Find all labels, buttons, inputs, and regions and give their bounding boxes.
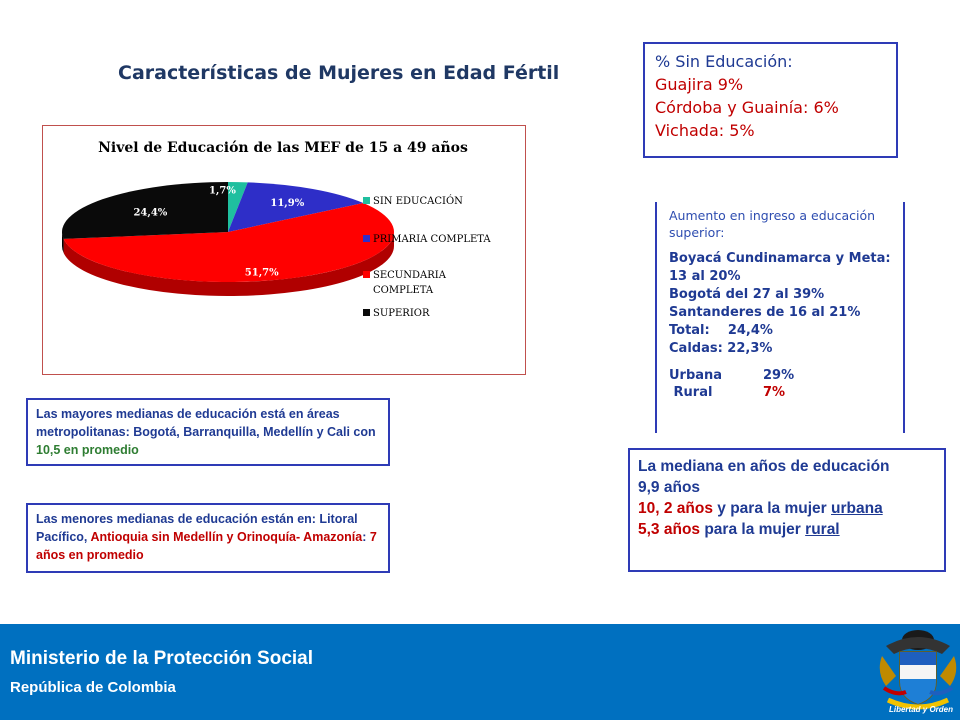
coat-of-arms-icon: [879, 630, 957, 710]
rural-value: 7%: [763, 385, 786, 400]
motto-text: Libertad y Orden: [888, 705, 953, 714]
pie-slice-2: [63, 203, 394, 283]
aumento-intro: Aumento en ingreso a educación superior:: [669, 208, 876, 240]
pie-data-label-2: 51,7%: [245, 268, 279, 279]
republic-name: República de Colombia: [10, 679, 176, 696]
footer-bar: Ministerio de la Protección Social Repúb…: [0, 624, 960, 720]
mediana-box: La mediana en años de educación 9,9 años…: [628, 448, 946, 572]
urbana-value: 29%: [763, 368, 795, 383]
rural-row: Rural 7%: [669, 384, 891, 401]
education-pie-chart: Nivel de Educación de las MEF de 15 a 49…: [42, 125, 526, 375]
legend-label-1: PRIMARIA COMPLETA: [373, 234, 491, 245]
legend-label-2: SECUNDARIA: [373, 270, 447, 281]
legend-label-3: SUPERIOR: [373, 308, 430, 319]
pie-slice-1: [228, 182, 364, 232]
pie-data-label-3: 24,4%: [133, 208, 167, 219]
aumento-line: Caldas: 22,3%: [669, 341, 773, 356]
mediana-rural-word: rural: [805, 521, 840, 538]
mayores-text: Las mayores medianas de educación está e…: [36, 407, 376, 439]
aumento-box: Aumento en ingreso a educación superior:…: [655, 202, 905, 433]
sin-educacion-box: % Sin Educación: Guajira 9% Córdoba y Gu…: [643, 42, 898, 158]
mediana-overall: 9,9 años: [638, 479, 701, 496]
urbana-label: Urbana: [669, 368, 723, 383]
mediana-rural-line: 5,3 años para la mujer rural: [638, 519, 936, 540]
sin-educacion-line: Guajira 9%: [655, 75, 744, 94]
mediana-urbana-word: urbana: [831, 500, 883, 517]
ministry-name: Ministerio de la Protección Social: [10, 648, 314, 669]
sin-educacion-line: Córdoba y Guainía: 6%: [655, 98, 839, 117]
pie-slice-side-3: [62, 232, 64, 253]
pie-slice-3: [62, 182, 228, 239]
legend-swatch-2: [363, 271, 370, 278]
menores-medianas-box: Las menores medianas de educación están …: [26, 503, 390, 573]
chart-title: Nivel de Educación de las MEF de 15 a 49…: [98, 139, 468, 156]
pie-slice-0: [228, 182, 248, 232]
page-title: Características de Mujeres en Edad Férti…: [118, 62, 560, 84]
aumento-details: Boyacá Cundinamarca y Meta: 13 al 20% Bo…: [669, 250, 891, 358]
legend-swatch-3: [363, 309, 370, 316]
aumento-line: Boyacá Cundinamarca y Meta: 13 al 20%: [669, 251, 891, 284]
menores-text: Las menores medianas de educación están …: [36, 512, 358, 544]
urbana-row: Urbana 29%: [669, 367, 891, 384]
aumento-line: Total: 24,4%: [669, 323, 773, 338]
mediana-rural-text: para la mujer: [704, 521, 801, 538]
legend-label-0: SIN EDUCACIÓN: [373, 195, 463, 207]
pie-chart-svg: Nivel de Educación de las MEF de 15 a 49…: [62, 139, 491, 319]
aumento-line: Santanderes de 16 al 21%: [669, 305, 861, 320]
sin-educacion-line: Vichada: 5%: [655, 121, 755, 140]
menores-colon: :: [362, 530, 367, 544]
legend-label-2: COMPLETA: [373, 285, 434, 296]
aumento-line: Bogotá del 27 al 39%: [669, 287, 825, 302]
mediana-urbana-value: 10, 2 años: [638, 500, 713, 517]
pie-data-label-1: 11,9%: [270, 198, 304, 209]
legend-swatch-0: [363, 197, 370, 204]
legend-swatch-1: [363, 235, 370, 242]
mediana-urbana-text: y para la mujer: [717, 500, 827, 517]
menores-average: 7 años en promedio: [36, 530, 377, 562]
pie-slice-side-2: [63, 232, 394, 296]
mayores-highlight: 10,5 en promedio: [36, 443, 139, 457]
mediana-heading: La mediana en años de educación: [638, 458, 890, 475]
pie-data-label-0: 1,7%: [209, 186, 236, 197]
mediana-rural-value: 5,3 años: [638, 521, 701, 538]
sin-educacion-heading: % Sin Educación:: [655, 52, 793, 71]
menores-regions: Antioquia sin Medellín y Orinoquía- Amaz…: [90, 530, 363, 544]
rural-label: Rural: [669, 385, 713, 400]
mediana-urbana-line: 10, 2 años y para la mujer urbana: [638, 498, 936, 519]
mayores-medianas-box: Las mayores medianas de educación está e…: [26, 398, 390, 466]
